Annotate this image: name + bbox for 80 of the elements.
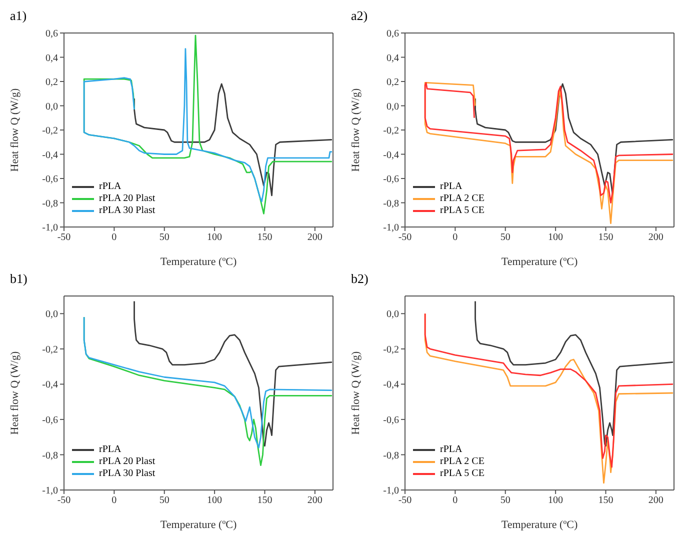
x-tick-label: 100 [548,495,564,506]
y-tick-label: -0,8 [383,450,399,462]
y-tick-label: -0,4 [383,150,399,161]
y-tick-label: 0,4 [46,52,58,64]
x-tick-label: 200 [307,232,322,244]
y-tick-label: 0,0 [386,101,399,112]
y-axis-title: Heat flow Q (W/g) [8,88,21,172]
y-tick-label: 0,6 [386,28,399,40]
y-tick-label: -1,0 [383,222,399,234]
y-tick-label: -0,6 [383,415,399,426]
y-tick-label: -0,6 [42,174,58,186]
chart-title: a1) [9,8,28,24]
y-tick-label: 0,0 [386,309,399,320]
chart-title: a2) [350,8,369,24]
y-tick-label: 0,4 [386,52,399,64]
x-tick-label: 50 [159,495,170,506]
x-tick-label: 0 [452,232,458,244]
legend-label: rPLA [440,181,462,193]
y-axis-title: Heat flow Q (W/g) [8,350,21,435]
y-tick-label: -0,4 [383,380,399,391]
legend-label: rPLA [99,444,122,456]
legend-label: rPLA 20 Plast [99,456,156,468]
x-tick-label: 50 [159,232,170,244]
x-tick-label: 150 [598,232,614,244]
x-axis-title: Temperature (ºC) [160,519,237,531]
x-axis-title: Temperature (ºC) [501,519,578,531]
legend-label: rPLA 5 CE [440,468,484,480]
x-tick-label: 200 [648,232,664,244]
legend-label: rPLA 2 CE [440,193,484,205]
legend-label: rPLA 30 Plast [99,468,156,480]
line-series [474,300,674,447]
legend-label: rPLA 5 CE [440,205,484,217]
x-tick-label: 0 [112,495,117,506]
y-tick-label: -0,2 [383,126,399,137]
x-tick-label: 50 [500,232,510,244]
x-axis-title: Temperature (ºC) [501,256,578,268]
x-tick-label: 0 [452,495,458,506]
y-tick-label: -0,4 [42,150,58,161]
x-tick-label: 150 [257,495,272,506]
y-tick-label: -0,2 [383,344,399,356]
y-tick-label: 0,2 [46,77,58,88]
legend-label: rPLA [99,181,122,193]
y-tick-label: 0,2 [386,77,399,88]
x-tick-label: 100 [207,232,222,244]
y-tick-label: -0,2 [42,344,58,356]
x-tick-label: 200 [307,495,322,506]
x-tick-label: 100 [548,232,564,244]
y-axis-title: Heat flow Q (W/g) [350,88,362,172]
y-tick-label: -0,6 [383,174,399,186]
chart-title: b1) [9,271,28,287]
y-tick-label: -0,8 [42,198,58,210]
x-axis-title: Temperature (ºC) [160,256,237,268]
y-tick-label: -0,8 [383,198,399,210]
y-tick-label: -0,6 [42,415,58,426]
y-tick-label: -1,0 [383,486,399,497]
x-tick-label: 50 [500,495,510,506]
legend-label: rPLA 2 CE [440,456,484,468]
x-tick-label: -50 [57,495,71,506]
x-tick-label: -50 [398,495,412,506]
legend-label: rPLA 20 Plast [99,193,156,205]
line-series [134,300,333,447]
x-tick-label: -50 [57,232,71,244]
chart-title: b2) [350,271,370,287]
x-tick-label: 150 [598,495,614,506]
y-tick-label: -0,4 [42,380,58,391]
y-tick-label: -0,2 [42,126,58,137]
x-tick-label: 150 [257,232,272,244]
y-tick-label: -1,0 [42,222,58,234]
y-tick-label: 0,6 [46,28,58,40]
legend-label: rPLA [440,444,462,456]
y-tick-label: -0,8 [42,450,58,462]
x-tick-label: 100 [207,495,222,506]
y-tick-label: 0,0 [46,101,58,112]
x-tick-label: 0 [112,232,117,244]
legend-label: rPLA 30 Plast [99,205,156,217]
y-tick-label: 0,0 [46,309,58,320]
x-tick-label: 200 [648,495,664,506]
x-tick-label: -50 [398,232,412,244]
y-tick-label: -1,0 [42,486,58,497]
y-axis-title: Heat flow Q (W/g) [350,350,362,435]
